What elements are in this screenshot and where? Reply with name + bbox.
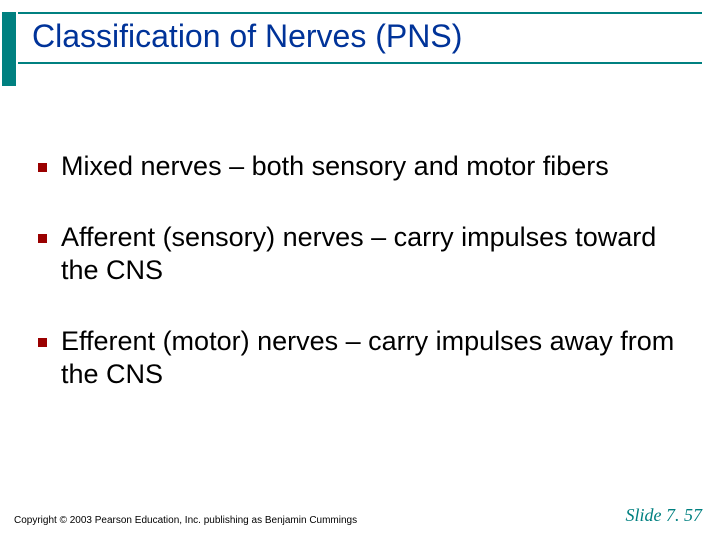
slide-body: Mixed nerves – both sensory and motor fi…: [38, 150, 680, 429]
slide-footer: Copyright © 2003 Pearson Education, Inc.…: [14, 505, 702, 526]
bullet-icon: [38, 338, 47, 347]
bullet-item: Efferent (motor) nerves – carry impulses…: [38, 325, 680, 391]
header-top-rule: [18, 12, 702, 14]
header-left-bar: [2, 12, 16, 86]
bullet-icon: [38, 163, 47, 172]
bullet-text: Afferent (sensory) nerves – carry impuls…: [61, 221, 680, 287]
bullet-text: Efferent (motor) nerves – carry impulses…: [61, 325, 680, 391]
slide-number: Slide 7. 57: [626, 505, 703, 526]
bullet-item: Mixed nerves – both sensory and motor fi…: [38, 150, 680, 183]
header-underline: [18, 62, 702, 64]
bullet-icon: [38, 234, 47, 243]
slide-title: Classification of Nerves (PNS): [32, 18, 462, 55]
slide-header: Classification of Nerves (PNS): [0, 0, 720, 86]
bullet-item: Afferent (sensory) nerves – carry impuls…: [38, 221, 680, 287]
copyright-text: Copyright © 2003 Pearson Education, Inc.…: [14, 515, 357, 526]
bullet-text: Mixed nerves – both sensory and motor fi…: [61, 150, 680, 183]
